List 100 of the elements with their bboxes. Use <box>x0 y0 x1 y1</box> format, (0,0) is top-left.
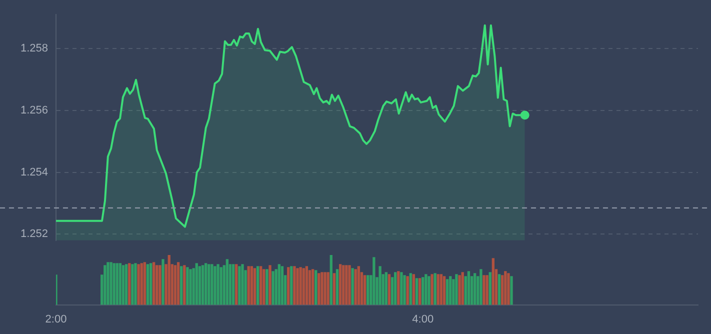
bar <box>318 273 320 305</box>
bar <box>510 276 513 305</box>
bar <box>406 276 409 305</box>
bar <box>366 275 370 305</box>
bar <box>110 262 112 305</box>
bar <box>363 275 366 305</box>
bar <box>296 268 299 305</box>
bar <box>394 272 397 305</box>
bar <box>214 266 216 305</box>
bar <box>106 262 110 305</box>
bar <box>137 264 140 305</box>
bar <box>124 264 128 305</box>
y-tick-label: 1.258 <box>20 42 48 55</box>
bar <box>357 266 360 305</box>
bar <box>498 274 501 305</box>
bar <box>272 271 274 305</box>
bar <box>235 264 238 305</box>
bar <box>140 263 143 305</box>
bar <box>342 265 345 305</box>
bar <box>250 266 253 305</box>
bar <box>176 262 180 305</box>
bar <box>149 263 152 305</box>
bar <box>122 265 125 305</box>
bar <box>210 264 214 305</box>
bar <box>455 274 458 305</box>
bar <box>354 269 357 305</box>
bar <box>174 265 177 305</box>
bar <box>208 264 210 305</box>
bar <box>299 267 302 305</box>
bar <box>418 278 422 305</box>
bar <box>320 272 324 305</box>
bar <box>143 262 146 305</box>
bar <box>384 272 388 305</box>
bar <box>314 270 318 305</box>
bar <box>397 271 400 305</box>
bar <box>388 274 391 305</box>
bar <box>467 271 470 305</box>
bar <box>501 275 504 305</box>
bar <box>442 276 446 305</box>
bar <box>198 266 202 305</box>
bar <box>400 272 403 305</box>
bar <box>238 266 241 305</box>
bar <box>128 263 131 305</box>
bar <box>146 264 150 305</box>
bar <box>104 265 106 305</box>
bar <box>326 272 330 305</box>
bar <box>504 271 507 305</box>
bar <box>348 265 351 305</box>
bar <box>324 272 326 305</box>
bar <box>473 273 476 305</box>
bar <box>266 269 268 305</box>
bar <box>195 263 198 305</box>
bar <box>162 259 164 305</box>
bar <box>262 269 266 305</box>
x-tick-label: 2:00 <box>45 313 67 326</box>
bar <box>226 259 229 305</box>
bar <box>168 255 170 305</box>
y-tick-label: 1.252 <box>20 228 48 240</box>
bar <box>118 263 122 305</box>
bar <box>241 264 244 305</box>
bar <box>482 275 486 305</box>
y-tick-label: 1.254 <box>20 166 48 178</box>
bar <box>232 264 235 305</box>
bar <box>409 273 412 305</box>
bar <box>180 266 183 305</box>
bar <box>134 263 137 305</box>
bar <box>278 264 281 305</box>
bar <box>216 264 220 305</box>
bar <box>436 274 440 305</box>
y-tick-label: 1.256 <box>20 104 48 117</box>
bar <box>256 266 260 305</box>
bar <box>293 266 296 305</box>
bar <box>302 268 305 305</box>
bar <box>247 266 250 305</box>
bar <box>428 276 430 305</box>
bar <box>186 267 189 305</box>
bar <box>260 266 262 305</box>
bar <box>446 279 449 305</box>
x-tick-label: 4:00 <box>412 313 434 326</box>
bar <box>112 263 116 305</box>
bar <box>287 267 290 305</box>
bar <box>189 269 192 305</box>
bar <box>336 269 339 305</box>
bar <box>351 268 354 305</box>
bar <box>422 277 424 305</box>
bar <box>311 269 314 305</box>
bar <box>372 257 376 305</box>
bar <box>403 275 406 305</box>
bar <box>492 258 494 305</box>
bar <box>158 265 162 305</box>
bar <box>330 255 332 305</box>
bar <box>424 274 428 305</box>
bar <box>308 270 312 305</box>
bar <box>305 266 308 305</box>
bar <box>461 272 464 305</box>
bar <box>253 268 256 305</box>
bar <box>183 265 186 305</box>
bar <box>201 265 204 305</box>
bar <box>152 262 156 305</box>
bar <box>378 266 382 305</box>
